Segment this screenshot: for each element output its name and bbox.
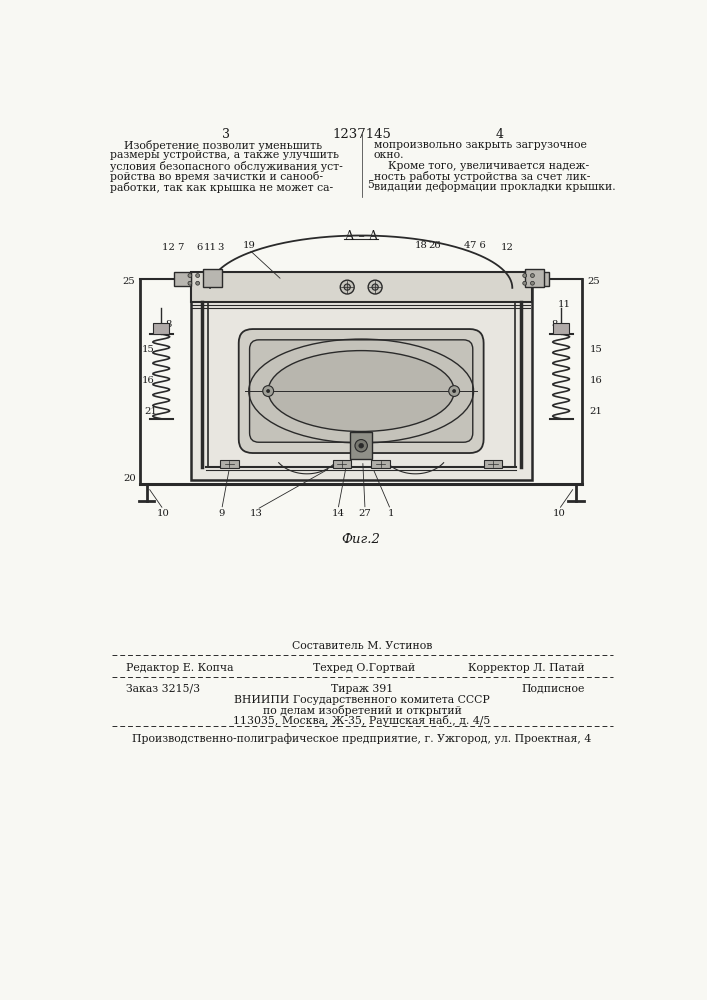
Text: Техред О.Гортвай: Техред О.Гортвай	[313, 663, 416, 673]
Text: 11: 11	[558, 300, 571, 309]
Text: 8: 8	[551, 320, 558, 329]
Circle shape	[344, 284, 351, 290]
Text: 7 6: 7 6	[470, 241, 486, 250]
Text: ность работы устройства за счет лик-: ность работы устройства за счет лик-	[373, 171, 590, 182]
Bar	[203, 269, 222, 287]
Text: 1237145: 1237145	[332, 128, 392, 141]
Bar	[153, 323, 169, 334]
Text: Подписное: Подписное	[521, 684, 585, 694]
Text: видации деформации прокладки крышки.: видации деформации прокладки крышки.	[373, 182, 615, 192]
Text: 20: 20	[123, 474, 136, 483]
Text: 26: 26	[428, 241, 441, 250]
Circle shape	[452, 389, 456, 393]
Text: по делам изобретений и открытий: по делам изобретений и открытий	[262, 705, 462, 716]
Bar	[525, 269, 544, 287]
Text: условия безопасного обслуживания уст-: условия безопасного обслуживания уст-	[110, 161, 343, 172]
Bar	[191, 272, 532, 302]
Text: 13: 13	[250, 509, 263, 518]
Text: Корректор Л. Патай: Корректор Л. Патай	[468, 663, 585, 673]
Text: мопроизвольно закрыть загрузочное: мопроизвольно закрыть загрузочное	[373, 140, 586, 150]
Text: Составитель М. Устинов: Составитель М. Устинов	[292, 641, 432, 651]
Text: Редактор Е. Копча: Редактор Е. Копча	[126, 663, 233, 673]
Text: 15: 15	[141, 345, 155, 354]
Circle shape	[368, 280, 382, 294]
Text: 18: 18	[415, 241, 428, 250]
Bar	[220, 460, 239, 468]
Circle shape	[449, 386, 460, 396]
Text: 14: 14	[332, 509, 344, 518]
Circle shape	[359, 443, 363, 448]
Bar	[332, 460, 351, 468]
Text: 1: 1	[387, 509, 394, 518]
Text: 113035, Москва, Ж-35, Раушская наб., д. 4/5: 113035, Москва, Ж-35, Раушская наб., д. …	[233, 715, 491, 726]
Text: Производственно-полиграфическое предприятие, г. Ужгород, ул. Проектная, 4: Производственно-полиграфическое предприя…	[132, 733, 592, 744]
Text: 11: 11	[204, 243, 216, 252]
Text: 21: 21	[144, 407, 157, 416]
Text: Тираж 391: Тираж 391	[331, 684, 393, 694]
Circle shape	[267, 389, 270, 393]
Text: работки, так как крышка не может са-: работки, так как крышка не может са-	[110, 182, 333, 193]
Circle shape	[196, 274, 199, 277]
Text: 16: 16	[590, 376, 602, 385]
Text: размеры устройства, а также улучшить: размеры устройства, а также улучшить	[110, 150, 339, 160]
Text: 27: 27	[358, 509, 371, 518]
Bar	[351, 432, 372, 459]
Circle shape	[188, 281, 192, 285]
Circle shape	[372, 284, 378, 290]
Text: 3: 3	[217, 243, 223, 252]
Text: 15: 15	[590, 345, 602, 354]
Bar	[554, 323, 569, 334]
Circle shape	[340, 280, 354, 294]
Text: 16: 16	[141, 376, 154, 385]
Text: 3: 3	[221, 128, 230, 141]
Bar	[532, 272, 549, 286]
Circle shape	[522, 281, 527, 285]
Circle shape	[530, 281, 534, 285]
Text: 21: 21	[590, 407, 602, 416]
Text: 4: 4	[495, 128, 503, 141]
Bar	[484, 460, 502, 468]
FancyBboxPatch shape	[239, 329, 484, 453]
Text: Заказ 3215/3: Заказ 3215/3	[126, 684, 199, 694]
Text: 4: 4	[464, 241, 471, 250]
Text: 6: 6	[196, 243, 202, 252]
Bar	[371, 460, 390, 468]
Text: 8: 8	[165, 320, 173, 329]
Text: ройства во время зачистки и санооб-: ройства во время зачистки и санооб-	[110, 171, 323, 182]
Circle shape	[530, 274, 534, 277]
Text: 12 7: 12 7	[163, 243, 185, 252]
Text: 25: 25	[122, 277, 135, 286]
Text: 12: 12	[501, 243, 513, 252]
Text: 10: 10	[157, 509, 170, 518]
Bar	[191, 272, 532, 480]
Text: окно.: окно.	[373, 150, 404, 160]
Text: 25: 25	[588, 277, 600, 286]
Circle shape	[196, 281, 199, 285]
Text: Кроме того, увеличивается надеж-: Кроме того, увеличивается надеж-	[373, 161, 589, 171]
Ellipse shape	[268, 351, 454, 431]
Text: Фиг.2: Фиг.2	[341, 533, 380, 546]
Circle shape	[355, 440, 368, 452]
Circle shape	[522, 274, 527, 277]
Bar	[174, 272, 191, 286]
Text: Изобретение позволит уменьшить: Изобретение позволит уменьшить	[110, 140, 322, 151]
Text: А – А: А – А	[344, 230, 378, 243]
Circle shape	[263, 386, 274, 396]
Text: 10: 10	[552, 509, 565, 518]
Text: 5: 5	[368, 180, 374, 190]
Text: ВНИИПИ Государственного комитета СССР: ВНИИПИ Государственного комитета СССР	[234, 695, 490, 705]
Text: 9: 9	[218, 509, 225, 518]
Text: 19: 19	[243, 241, 255, 250]
FancyBboxPatch shape	[250, 340, 473, 442]
Circle shape	[188, 274, 192, 277]
